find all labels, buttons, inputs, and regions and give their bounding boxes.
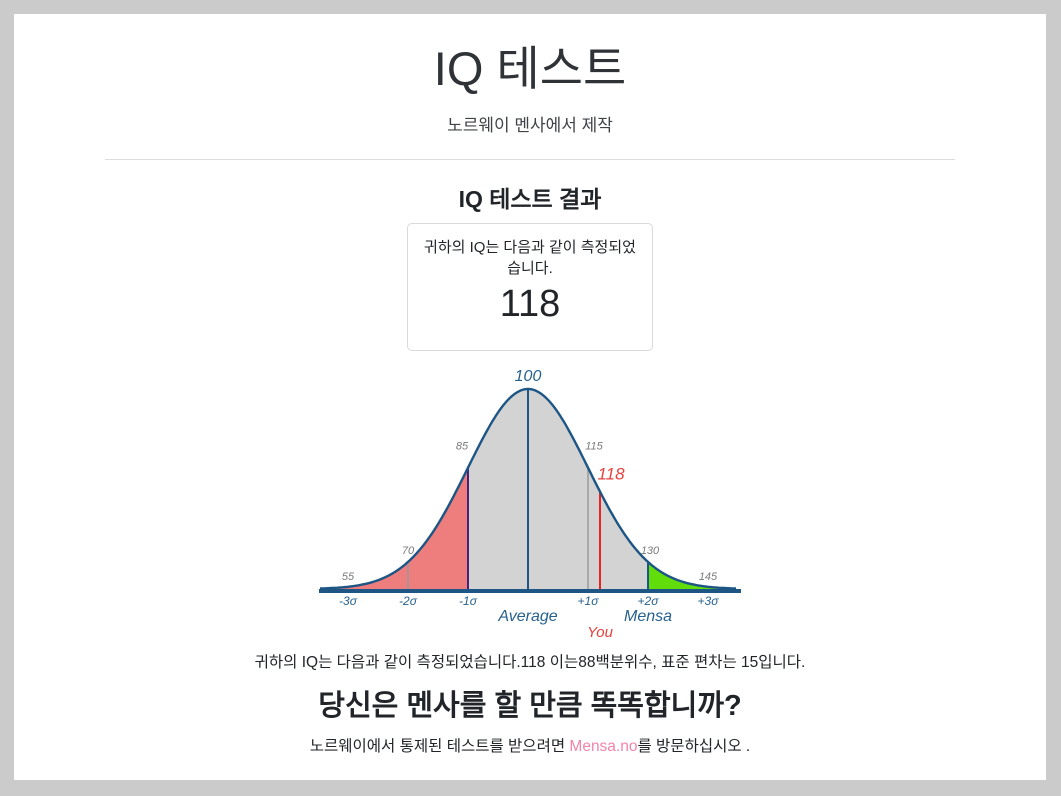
iq-value-label-100: 100 (515, 368, 542, 385)
content-page: IQ 테스트 노르웨이 멘사에서 제작 IQ 테스트 결과 귀하의 IQ는 다음… (14, 14, 1046, 780)
mensa-link[interactable]: Mensa.no (569, 738, 638, 756)
cta-suffix: 를 방문하십시오 . (637, 738, 751, 756)
bell-region (468, 389, 648, 590)
summary-text: 귀하의 IQ는 다음과 같이 측정되었습니다.118 이는88백분위수, 표준 … (254, 654, 806, 672)
cta-heading: 당신은 멘사를 할 만큼 똑똑합니까? (318, 690, 742, 723)
sigma-tick-label: -3σ (339, 594, 358, 608)
iq-value-label-55: 55 (342, 571, 355, 583)
user-score-label: 118 (597, 465, 625, 484)
iq-value-label-85: 85 (456, 441, 469, 453)
sigma-tick-label: -1σ (459, 594, 478, 608)
bell-curve-chart: 55 -3σ 70 -2σ 85 -1σ 100 115 +1σ 130 +2σ 145 +3σ 118 A… (319, 366, 741, 646)
you-label: You (587, 624, 614, 641)
iq-value-label-145: 145 (699, 571, 718, 583)
score-card-text: 귀하의 IQ는 다음과 같이 측정되었습니다. (424, 239, 636, 278)
bell-curve-outline (319, 388, 737, 591)
iq-value-label-130: 130 (641, 545, 660, 557)
bell-curve-svg: 55 -3σ 70 -2σ 85 -1σ 100 115 +1σ 130 +2σ 145 +3σ 118 A… (319, 368, 741, 641)
divider (105, 159, 955, 161)
sigma-tick-label: +3σ (698, 594, 720, 608)
sigma-tick-label: +2σ (638, 594, 660, 608)
iq-value-label-115: 115 (585, 441, 603, 453)
score-card: 귀하의 IQ는 다음과 같이 측정되었습니다. 118 (407, 223, 653, 352)
mensa-label: Mensa (624, 608, 672, 625)
sigma-tick-label: +1σ (578, 594, 600, 608)
cta-prefix: 노르웨이에서 통제된 테스트를 받으려면 (309, 738, 570, 756)
page-title: IQ 테스트 (433, 42, 627, 95)
cta-text: 노르웨이에서 통제된 테스트를 받으려면 Mensa.no를 방문하십시오 . (14, 734, 1046, 756)
results-heading: IQ 테스트 결과 (458, 186, 602, 213)
bell-region (324, 468, 468, 590)
page-subtitle: 노르웨이 멘사에서 제작 (447, 116, 613, 136)
sigma-tick-label: -2σ (399, 594, 418, 608)
bell-region (648, 562, 732, 590)
iq-score-value: 118 (499, 283, 561, 326)
average-label: Average (497, 608, 557, 625)
iq-value-label-70: 70 (402, 545, 415, 557)
